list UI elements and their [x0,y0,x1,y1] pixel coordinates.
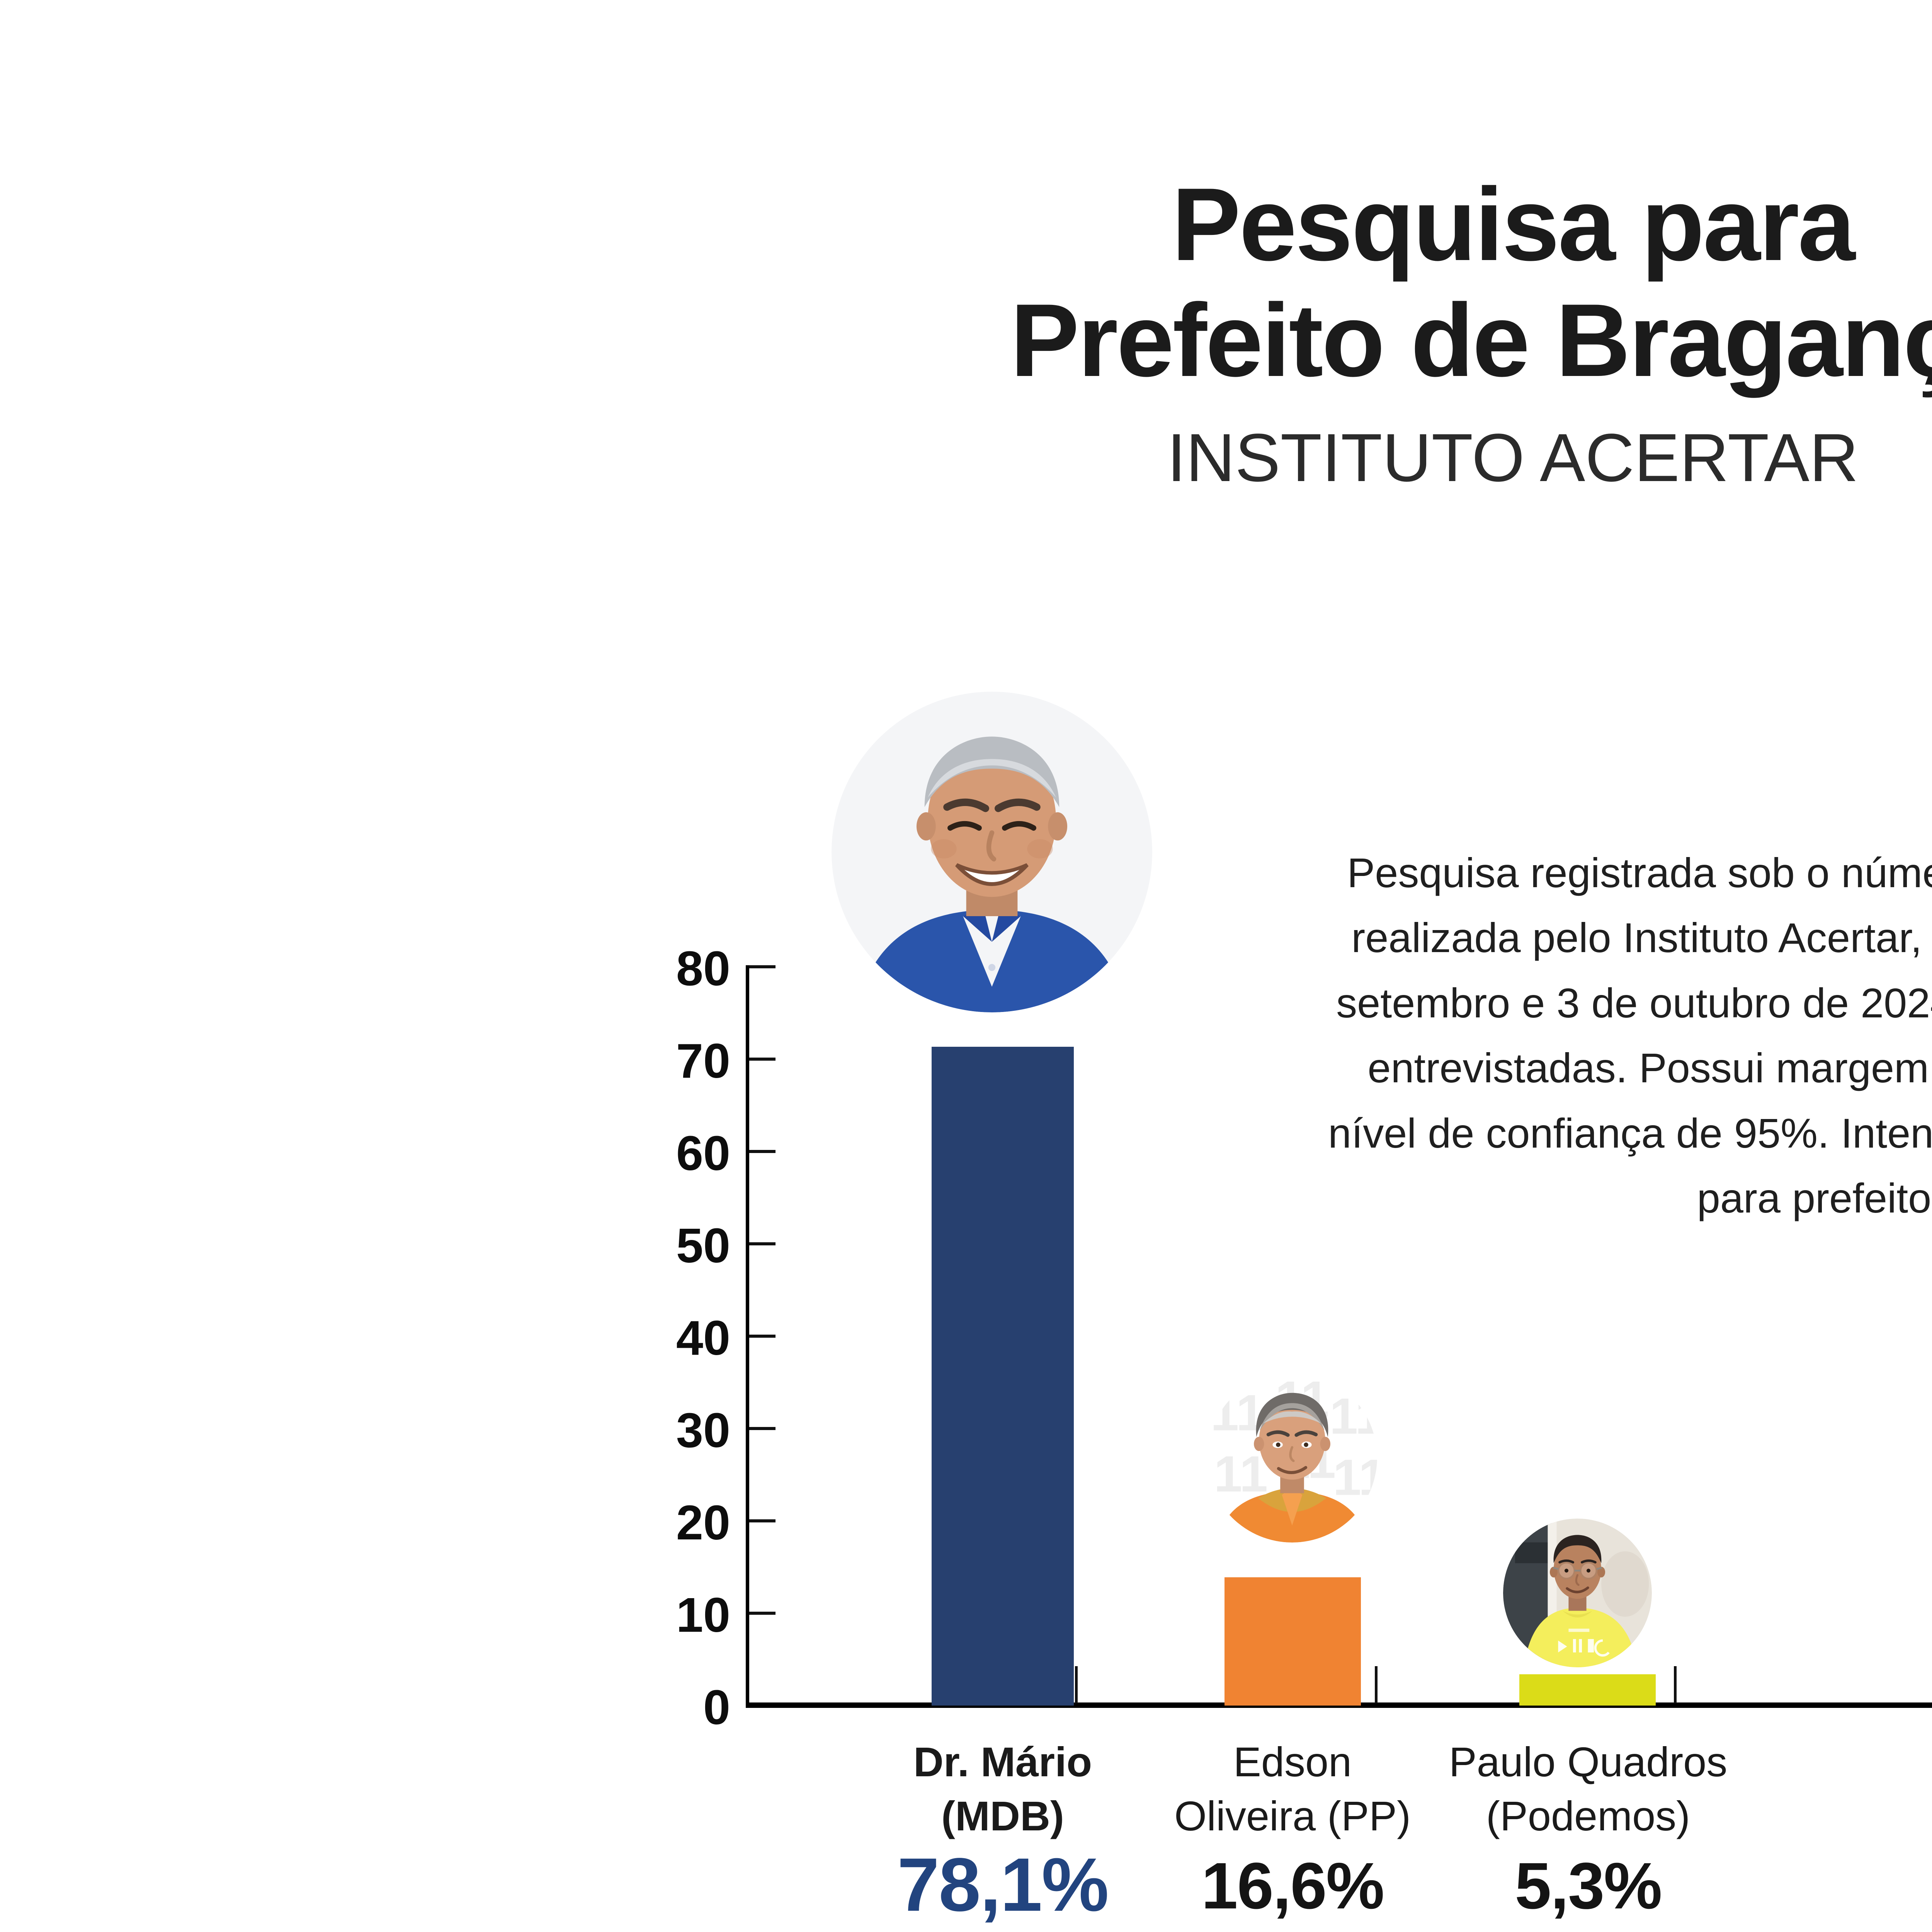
avatar-candidate-3 [1503,1519,1652,1667]
svg-text:11: 11 [1333,1449,1377,1506]
page-title-line-1: Pesquisa para [1172,166,1855,282]
y-tick-label-40: 40 [676,1311,730,1365]
candidate-2-name: Edson [1233,1738,1352,1785]
y-tick-label-0: 0 [703,1680,730,1735]
svg-text:11: 11 [1214,1446,1268,1502]
candidate-1-name: Dr. Mário [913,1738,1092,1785]
avatar-candidate-1 [832,692,1152,1012]
candidate-1-label: Dr. Mário (MDB) [838,1735,1167,1844]
institute-subtitle: INSTITUTO ACERTAR [1167,420,1859,496]
y-tick-40 [749,1335,776,1338]
x-tick-1 [1075,1666,1078,1703]
candidate-3-percentage: 5,3% [1515,1849,1662,1923]
bar-candidate-2 [1225,1577,1361,1706]
y-tick-label-60: 60 [676,1126,730,1180]
svg-text:11: 11 [1330,1388,1377,1444]
candidate-2-party: Oliveira (PP) [1174,1793,1411,1840]
y-tick-30 [749,1427,776,1430]
y-axis-line [746,965,749,1706]
y-tick-label-30: 30 [676,1403,730,1458]
y-tick-label-80: 80 [676,941,730,996]
bar-candidate-1 [932,1047,1074,1706]
candidate-3-party: (Podemos) [1486,1793,1690,1840]
bar-candidate-3 [1519,1674,1656,1706]
candidate-2-label: Edson Oliveira (PP) [1128,1735,1457,1844]
header: Pesquisa para Prefeito de Bragança INSTI… [0,166,1932,497]
y-tick-label-20: 20 [676,1495,730,1550]
y-tick-label-10: 10 [676,1588,730,1642]
candidate-3-name: Paulo Quadros [1449,1738,1728,1785]
y-tick-label-70: 70 [676,1034,730,1088]
candidate-2-percentage: 16,6% [1201,1849,1384,1923]
x-tick-2 [1375,1666,1378,1703]
candidate-3-label: Paulo Quadros (Podemos) [1424,1735,1752,1844]
x-tick-3 [1674,1666,1677,1703]
poll-methodology-text: Pesquisa registrada sob o número PA-0904… [1328,849,1932,1222]
y-tick-80 [749,965,776,968]
y-tick-label-50: 50 [676,1218,730,1273]
y-tick-60 [749,1150,776,1153]
y-tick-10 [749,1612,776,1615]
candidate-1-percentage: 78,1% [897,1842,1109,1927]
candidate-1-party: (MDB) [941,1793,1064,1840]
page-title-line-2: Prefeito de Bragança [1010,282,1932,398]
y-tick-20 [749,1519,776,1522]
y-tick-70 [749,1058,776,1061]
y-tick-50 [749,1242,776,1245]
